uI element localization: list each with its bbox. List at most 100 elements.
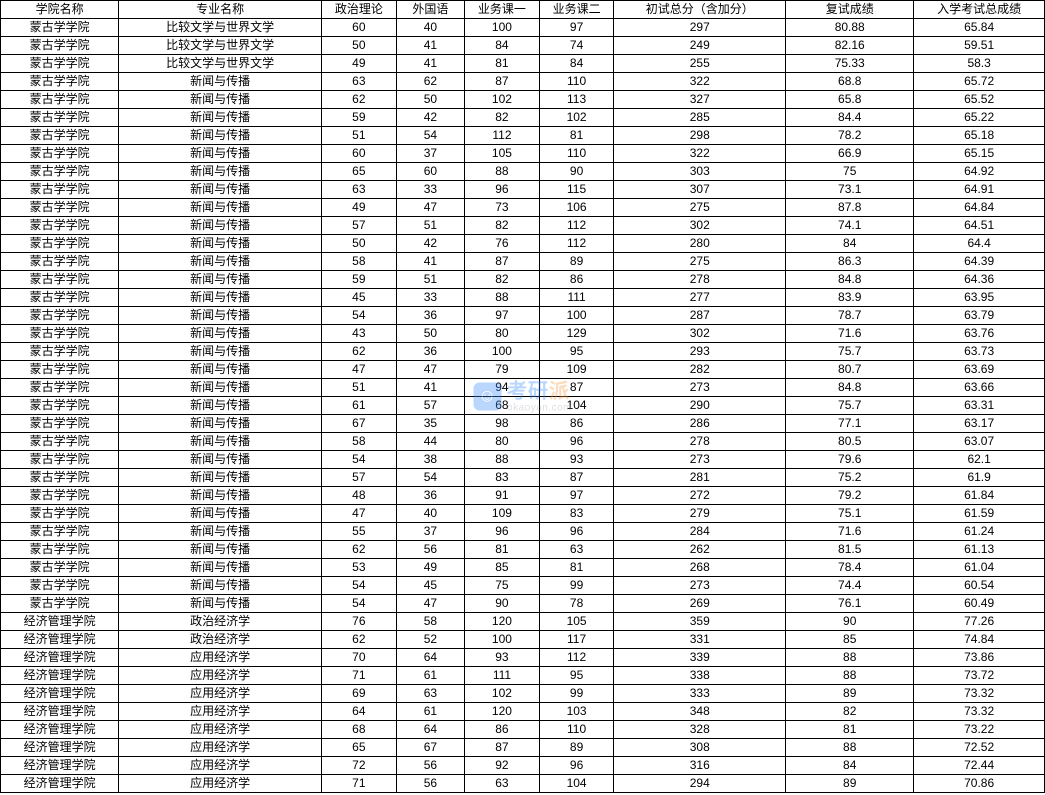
table-row: 蒙古学学院新闻与传播5841878927586.364.39: [1, 253, 1045, 271]
table-row: 蒙古学学院新闻与传播5844809627880.563.07: [1, 433, 1045, 451]
table-cell: 64: [396, 649, 464, 667]
table-cell: 蒙古学学院: [1, 163, 119, 181]
table-cell: 74.4: [786, 577, 914, 595]
table-cell: 120: [465, 613, 540, 631]
table-cell: 61.24: [914, 523, 1045, 541]
table-cell: 51: [396, 217, 464, 235]
table-cell: 40: [396, 19, 464, 37]
table-cell: 78.7: [786, 307, 914, 325]
table-cell: 79: [465, 361, 540, 379]
table-cell: 62.1: [914, 451, 1045, 469]
table-row: 经济管理学院应用经济学656787893088872.52: [1, 739, 1045, 757]
table-cell: 88: [465, 451, 540, 469]
table-cell: 64.36: [914, 271, 1045, 289]
table-cell: 56: [396, 757, 464, 775]
table-cell: 83: [465, 469, 540, 487]
column-header: 业务课一: [465, 1, 540, 19]
table-cell: 经济管理学院: [1, 739, 119, 757]
table-cell: 112: [539, 649, 614, 667]
table-cell: 59.51: [914, 37, 1045, 55]
table-cell: 蒙古学学院: [1, 37, 119, 55]
table-cell: 新闻与传播: [119, 595, 322, 613]
table-row: 蒙古学学院新闻与传播62361009529375.763.73: [1, 343, 1045, 361]
table-cell: 112: [465, 127, 540, 145]
table-row: 经济管理学院应用经济学7064931123398873.86: [1, 649, 1045, 667]
table-cell: 经济管理学院: [1, 703, 119, 721]
table-cell: 113: [539, 91, 614, 109]
table-cell: 65.8: [786, 91, 914, 109]
score-table: 学院名称专业名称政治理论外国语业务课一业务课二初试总分（含加分）复试成绩入学考试…: [0, 0, 1045, 793]
table-cell: 41: [396, 379, 464, 397]
table-cell: 249: [614, 37, 786, 55]
table-cell: 61: [396, 703, 464, 721]
table-row: 蒙古学学院新闻与传播5349858126878.461.04: [1, 559, 1045, 577]
table-cell: 新闻与传播: [119, 523, 322, 541]
table-cell: 54: [396, 127, 464, 145]
table-cell: 54: [322, 307, 397, 325]
table-cell: 78: [539, 595, 614, 613]
table-cell: 93: [465, 649, 540, 667]
table-cell: 61.04: [914, 559, 1045, 577]
table-cell: 73.1: [786, 181, 914, 199]
table-cell: 90: [539, 163, 614, 181]
table-cell: 73: [465, 199, 540, 217]
table-cell: 51: [396, 271, 464, 289]
table-cell: 78.4: [786, 559, 914, 577]
column-header: 外国语: [396, 1, 464, 19]
table-cell: 蒙古学学院: [1, 127, 119, 145]
table-cell: 111: [539, 289, 614, 307]
table-cell: 蒙古学学院: [1, 559, 119, 577]
table-cell: 58.3: [914, 55, 1045, 73]
table-cell: 63.66: [914, 379, 1045, 397]
table-cell: 87.8: [786, 199, 914, 217]
table-cell: 64: [322, 703, 397, 721]
table-cell: 322: [614, 73, 786, 91]
table-cell: 蒙古学学院: [1, 523, 119, 541]
table-row: 经济管理学院应用经济学6864861103288173.22: [1, 721, 1045, 739]
table-cell: 102: [465, 685, 540, 703]
table-cell: 蒙古学学院: [1, 235, 119, 253]
table-cell: 100: [465, 343, 540, 361]
table-cell: 新闻与传播: [119, 73, 322, 91]
table-cell: 307: [614, 181, 786, 199]
table-cell: 96: [539, 523, 614, 541]
table-cell: 275: [614, 199, 786, 217]
table-cell: 经济管理学院: [1, 685, 119, 703]
table-cell: 302: [614, 325, 786, 343]
table-cell: 63.76: [914, 325, 1045, 343]
table-cell: 85: [465, 559, 540, 577]
table-cell: 蒙古学学院: [1, 343, 119, 361]
table-cell: 72.44: [914, 757, 1045, 775]
table-cell: 80: [465, 433, 540, 451]
table-row: 经济管理学院应用经济学7156631042948970.86: [1, 775, 1045, 793]
table-cell: 109: [539, 361, 614, 379]
table-cell: 55: [322, 523, 397, 541]
table-cell: 281: [614, 469, 786, 487]
table-cell: 63.79: [914, 307, 1045, 325]
table-cell: 蒙古学学院: [1, 361, 119, 379]
table-cell: 蒙古学学院: [1, 469, 119, 487]
table-row: 蒙古学学院新闻与传播51541128129878.265.18: [1, 127, 1045, 145]
table-cell: 应用经济学: [119, 757, 322, 775]
table-cell: 327: [614, 91, 786, 109]
table-cell: 71.6: [786, 523, 914, 541]
table-cell: 90: [465, 595, 540, 613]
table-row: 蒙古学学院新闻与传播54369710028778.763.79: [1, 307, 1045, 325]
table-cell: 110: [539, 721, 614, 739]
table-cell: 应用经济学: [119, 703, 322, 721]
table-cell: 286: [614, 415, 786, 433]
table-row: 蒙古学学院比较文学与世界文学4941818425575.3358.3: [1, 55, 1045, 73]
table-cell: 285: [614, 109, 786, 127]
table-row: 蒙古学学院新闻与传播5537969628471.661.24: [1, 523, 1045, 541]
table-cell: 47: [396, 361, 464, 379]
table-cell: 64.51: [914, 217, 1045, 235]
table-cell: 政治经济学: [119, 613, 322, 631]
table-cell: 54: [396, 469, 464, 487]
table-cell: 54: [322, 595, 397, 613]
table-cell: 新闻与传播: [119, 307, 322, 325]
table-cell: 应用经济学: [119, 775, 322, 793]
table-cell: 蒙古学学院: [1, 253, 119, 271]
table-cell: 65.52: [914, 91, 1045, 109]
table-cell: 106: [539, 199, 614, 217]
table-cell: 蒙古学学院: [1, 145, 119, 163]
